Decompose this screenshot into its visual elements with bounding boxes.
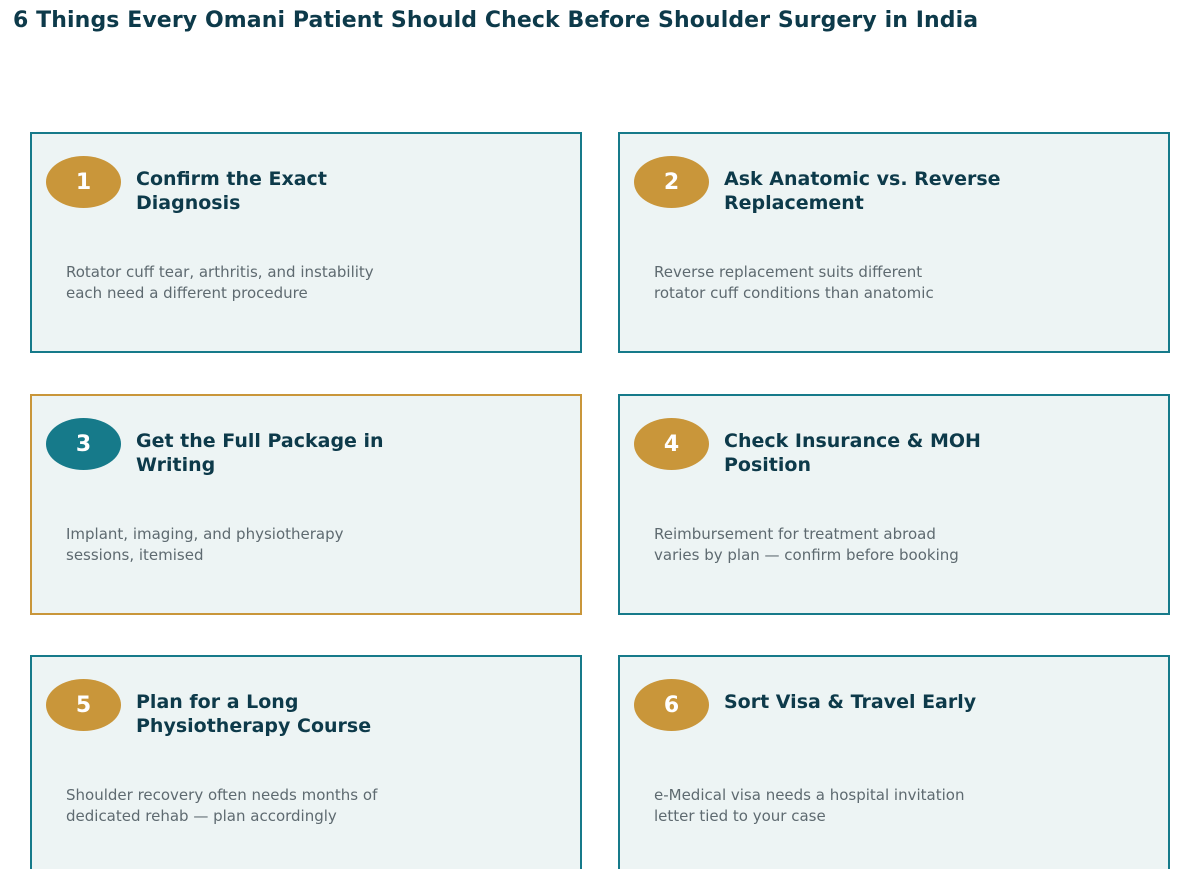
card-description: Reimbursement for treatment abroad varie… bbox=[654, 525, 959, 564]
checklist-card-1: 1 Confirm the Exact Diagnosis Rotator cu… bbox=[30, 132, 582, 353]
card-title: Get the Full Package in Writing bbox=[136, 430, 384, 476]
step-number-badge: 1 bbox=[46, 156, 121, 208]
card-title: Sort Visa & Travel Early bbox=[724, 691, 977, 713]
card-description: Rotator cuff tear, arthritis, and instab… bbox=[66, 263, 374, 302]
checklist-card-4: 4 Check Insurance & MOH Position Reimbur… bbox=[618, 394, 1170, 615]
step-number-badge: 5 bbox=[46, 679, 121, 731]
step-number-badge: 6 bbox=[634, 679, 709, 731]
card-title: Ask Anatomic vs. Reverse Replacement bbox=[724, 168, 1001, 214]
card-description: Shoulder recovery often needs months of … bbox=[66, 786, 378, 825]
card-description: Reverse replacement suits different rota… bbox=[654, 263, 934, 302]
checklist-card-6: 6 Sort Visa & Travel Early e-Medical vis… bbox=[618, 655, 1170, 869]
card-description: Implant, imaging, and physiotherapy sess… bbox=[66, 525, 344, 564]
card-title: Plan for a Long Physiotherapy Course bbox=[136, 691, 372, 737]
checklist-card-5: 5 Plan for a Long Physiotherapy Course S… bbox=[30, 655, 582, 869]
step-number-badge: 4 bbox=[634, 418, 709, 470]
card-title: Confirm the Exact Diagnosis bbox=[136, 168, 327, 214]
page-title: 6 Things Every Omani Patient Should Chec… bbox=[13, 8, 979, 33]
checklist-card-2: 2 Ask Anatomic vs. Reverse Replacement R… bbox=[618, 132, 1170, 353]
checklist-card-3: 3 Get the Full Package in Writing Implan… bbox=[30, 394, 582, 615]
step-number-badge: 3 bbox=[46, 418, 121, 470]
card-title: Check Insurance & MOH Position bbox=[724, 430, 981, 476]
step-number-badge: 2 bbox=[634, 156, 709, 208]
card-description: e-Medical visa needs a hospital invitati… bbox=[654, 786, 965, 825]
